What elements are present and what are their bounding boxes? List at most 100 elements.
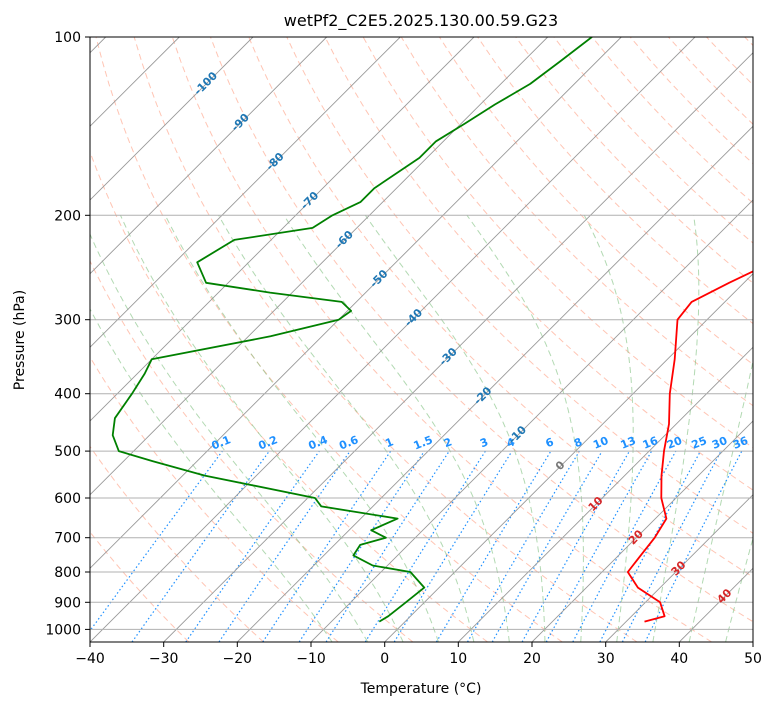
isotherm bbox=[384, 273, 753, 642]
y-tick-label: 500 bbox=[54, 444, 81, 460]
x-tick-label: 50 bbox=[744, 651, 762, 667]
dry-adiabat bbox=[95, 37, 563, 642]
mixing-ratio-label: 8 bbox=[572, 435, 584, 450]
mixing-ratio-label: 1 bbox=[383, 435, 395, 450]
series-lines bbox=[111, 37, 753, 623]
y-axis-label: Pressure (hPa) bbox=[12, 290, 28, 390]
x-tick-label: −40 bbox=[75, 651, 105, 667]
moist-adiabat bbox=[688, 358, 753, 642]
moist-adiabats bbox=[90, 215, 753, 642]
dry-adiabat bbox=[90, 531, 190, 642]
mixing-ratio-label: 0.1 bbox=[210, 433, 233, 452]
isotherm bbox=[90, 37, 549, 496]
dry-adiabat bbox=[171, 37, 712, 642]
mixing-ratio-label: 0.6 bbox=[337, 433, 360, 452]
mixing-ratio-label: 20 bbox=[665, 434, 684, 452]
moist-adiabat bbox=[364, 215, 546, 642]
mixing-ratio-line bbox=[262, 450, 392, 642]
isotherm bbox=[605, 494, 753, 642]
dry-adiabat bbox=[90, 356, 339, 642]
isotherm bbox=[752, 641, 753, 642]
mixing-ratio-lines bbox=[90, 450, 743, 642]
isotherm-label: -100 bbox=[191, 69, 220, 98]
mixing-ratio-line bbox=[185, 450, 320, 642]
y-tick-label: 1000 bbox=[45, 622, 81, 638]
mixing-ratio-line bbox=[298, 450, 425, 642]
mixing-ratio-label: 16 bbox=[641, 434, 660, 452]
x-tick-label: 10 bbox=[449, 651, 467, 667]
mixing-ratio-label: 36 bbox=[731, 434, 750, 452]
isotherm bbox=[310, 199, 753, 642]
x-tick-label: 0 bbox=[380, 651, 389, 667]
moist-adiabat bbox=[583, 215, 634, 642]
dry-adiabat bbox=[706, 37, 753, 86]
isotherm bbox=[90, 37, 622, 569]
y-tick-label: 300 bbox=[54, 313, 81, 329]
dry-adiabat bbox=[248, 37, 753, 578]
isotherm-label: -30 bbox=[437, 345, 460, 368]
mixing-ratio-line bbox=[599, 450, 702, 642]
dry-adiabat bbox=[286, 37, 753, 534]
mixing-ratio-line bbox=[521, 450, 631, 642]
x-axis-ticks: −40 −30 −20 −10 0 10 20 30 40 50 bbox=[75, 642, 762, 667]
y-tick-label: 800 bbox=[54, 565, 81, 581]
moist-adiabat bbox=[164, 215, 439, 642]
mixing-ratio-line bbox=[393, 450, 513, 642]
moist-adiabat bbox=[218, 215, 475, 642]
x-axis-label: Temperature (°C) bbox=[360, 681, 482, 697]
isotherm bbox=[90, 37, 254, 201]
mixing-ratio-line bbox=[218, 450, 351, 642]
moist-adiabat bbox=[652, 215, 700, 642]
isotherm-label: -60 bbox=[333, 228, 356, 251]
mixing-ratio-label: 13 bbox=[619, 434, 638, 452]
chart-title: wetPf2_C2E5.2025.130.00.59.G23 bbox=[284, 11, 558, 31]
line-labels: 0.1 0.2 0.4 0.6 1 1.5 2 3 4 6 8 10 13 16 20 25 30 36-100-… bbox=[191, 69, 750, 606]
isotherm bbox=[678, 567, 753, 642]
mixing-ratio-label: 1.5 bbox=[412, 433, 435, 452]
y-tick-label: 100 bbox=[54, 30, 81, 46]
moist-adiabat bbox=[466, 215, 584, 642]
mixing-ratio-label: 0.2 bbox=[257, 433, 280, 452]
plot-frame bbox=[89, 36, 754, 643]
mixing-ratio-line bbox=[131, 450, 270, 642]
isotherm bbox=[90, 37, 401, 348]
mixing-ratio-label: 10 bbox=[591, 434, 610, 452]
dry-adiabat bbox=[553, 37, 753, 244]
moist-adiabat bbox=[90, 232, 369, 642]
dry-adiabat bbox=[515, 37, 753, 284]
moist-adiabat bbox=[120, 215, 404, 642]
mixing-ratio-label: 30 bbox=[710, 434, 729, 452]
isotherm-label: 0 bbox=[553, 458, 568, 473]
mixing-ratio-label: 6 bbox=[544, 435, 556, 450]
isotherm-label: -40 bbox=[402, 306, 425, 329]
isotherm bbox=[457, 346, 753, 642]
mixing-ratio-line bbox=[364, 450, 486, 642]
dry-adiabat bbox=[210, 37, 753, 623]
x-tick-label: 20 bbox=[523, 651, 541, 667]
mixing-ratio-label: 25 bbox=[690, 434, 709, 452]
mixing-ratio-line bbox=[325, 450, 450, 642]
y-tick-label: 600 bbox=[54, 491, 81, 507]
dry-adiabat bbox=[324, 37, 753, 491]
dry-adiabat bbox=[591, 37, 753, 204]
isotherm bbox=[236, 125, 753, 642]
isotherm bbox=[90, 37, 475, 422]
x-tick-label: −30 bbox=[149, 651, 179, 667]
y-tick-label: 400 bbox=[54, 387, 81, 403]
isotherm-label: -90 bbox=[229, 111, 252, 134]
y-tick-label: 700 bbox=[54, 531, 81, 547]
isotherm bbox=[163, 52, 753, 642]
dewpoint-line bbox=[111, 37, 593, 623]
mixing-ratio-line bbox=[572, 450, 677, 642]
moist-adiabat bbox=[725, 536, 753, 642]
moist-adiabat bbox=[90, 308, 333, 642]
x-tick-label: 40 bbox=[670, 651, 688, 667]
y-axis-ticks: 1000 900 800 700 600 500 400 300 200 100 bbox=[45, 30, 90, 638]
dry-adiabat bbox=[133, 37, 638, 642]
x-tick-label: 30 bbox=[597, 651, 615, 667]
plot-area: 0.1 0.2 0.4 0.6 1 1.5 2 3 4 6 8 10 13 16 20 25 30 36-100-… bbox=[90, 37, 753, 642]
mixing-ratio-label: 3 bbox=[478, 435, 490, 450]
isotherms bbox=[90, 37, 753, 642]
y-tick-label: 900 bbox=[54, 595, 81, 611]
